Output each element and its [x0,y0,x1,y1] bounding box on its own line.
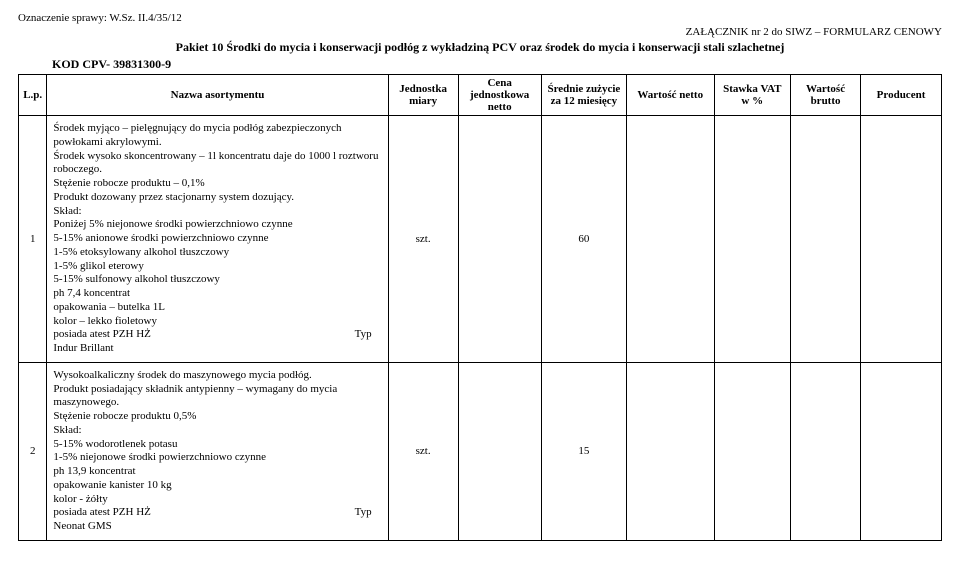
desc-line: 5-15% wodorotlenek potasu [53,438,381,452]
desc-line: posiada atest PZH HŻ [53,328,150,342]
th-vat: Stawka VAT w % [714,75,791,116]
cell-price-unit [458,116,541,363]
cell-value-gross [791,362,861,540]
cell-avg-use: 15 [541,362,626,540]
cell-value-gross [791,116,861,363]
cpv-code: KOD CPV- 39831300-9 [52,57,942,72]
table-row: 1Środek myjąco – pielęgnujący do mycia p… [19,116,942,363]
cell-lp: 2 [19,362,47,540]
desc-line: Środek myjąco – pielęgnujący do mycia po… [53,122,381,150]
desc-line: Wysokoalkaliczny środek do maszynowego m… [53,369,381,383]
pricing-table: L.p. Nazwa asortymentu Jednostka miary C… [18,74,942,541]
table-header-row: L.p. Nazwa asortymentu Jednostka miary C… [19,75,942,116]
cell-description: Wysokoalkaliczny środek do maszynowego m… [47,362,388,540]
typ-label: Typ [355,328,382,342]
th-lp: L.p. [19,75,47,116]
desc-line: opakowanie kanister 10 kg [53,479,381,493]
table-row: 2 Wysokoalkaliczny środek do maszynowego … [19,362,942,540]
th-value-gross: Wartość brutto [791,75,861,116]
desc-line: Indur Brillant [53,342,381,356]
desc-line: Stężenie robocze produktu 0,5% [53,410,381,424]
desc-line: ph 13,9 koncentrat [53,465,381,479]
desc-line: Produkt dozowany przez stacjonarny syste… [53,191,381,205]
desc-line: ph 7,4 koncentrat [53,287,381,301]
desc-line: kolor - żółty [53,493,381,507]
cell-lp: 1 [19,116,47,363]
cell-avg-use: 60 [541,116,626,363]
desc-line: Poniżej 5% niejonowe środki powierzchnio… [53,218,381,232]
desc-line: Środek wysoko skoncentrowany – 1l koncen… [53,150,381,178]
th-avg-use: Średnie zużycie za 12 miesięcy [541,75,626,116]
cell-price-unit [458,362,541,540]
desc-line: Produkt posiadający składnik antypienny … [53,383,381,411]
desc-line: opakowania – butelka 1L [53,301,381,315]
cell-unit: szt. [388,116,458,363]
cell-value-net [627,116,714,363]
th-unit: Jednostka miary [388,75,458,116]
cell-value-net [627,362,714,540]
desc-line: Neonat GMS [53,520,381,534]
desc-line: Skład: [53,424,381,438]
cell-unit: szt. [388,362,458,540]
desc-line: 5-15% anionowe środki powierzchniowo czy… [53,232,381,246]
attachment-label: ZAŁĄCZNIK nr 2 do SIWZ – FORMULARZ CENOW… [18,26,942,38]
th-name: Nazwa asortymentu [47,75,388,116]
cell-producer [861,116,942,363]
desc-line: Stężenie robocze produktu – 0,1% [53,177,381,191]
desc-line: Skład: [53,205,381,219]
typ-label: Typ [355,506,382,520]
desc-line: 1-5% glikol eterowy [53,260,381,274]
th-value-net: Wartość netto [627,75,714,116]
case-number: Oznaczenie sprawy: W.Sz. II.4/35/12 [18,12,942,24]
desc-line: 1-5% etoksylowany alkohol tłuszczowy [53,246,381,260]
desc-line: posiada atest PZH HŻ [53,506,150,520]
desc-line: 5-15% sulfonowy alkohol tłuszczowy [53,273,381,287]
cell-description: Środek myjąco – pielęgnujący do mycia po… [47,116,388,363]
cell-producer [861,362,942,540]
cell-vat [714,362,791,540]
th-producer: Producent [861,75,942,116]
th-price-unit: Cena jednostkowa netto [458,75,541,116]
desc-line: 1-5% niejonowe środki powierzchniowo czy… [53,451,381,465]
cell-vat [714,116,791,363]
desc-line: kolor – lekko fioletowy [53,315,381,329]
package-title: Pakiet 10 Środki do mycia i konserwacji … [18,40,942,55]
